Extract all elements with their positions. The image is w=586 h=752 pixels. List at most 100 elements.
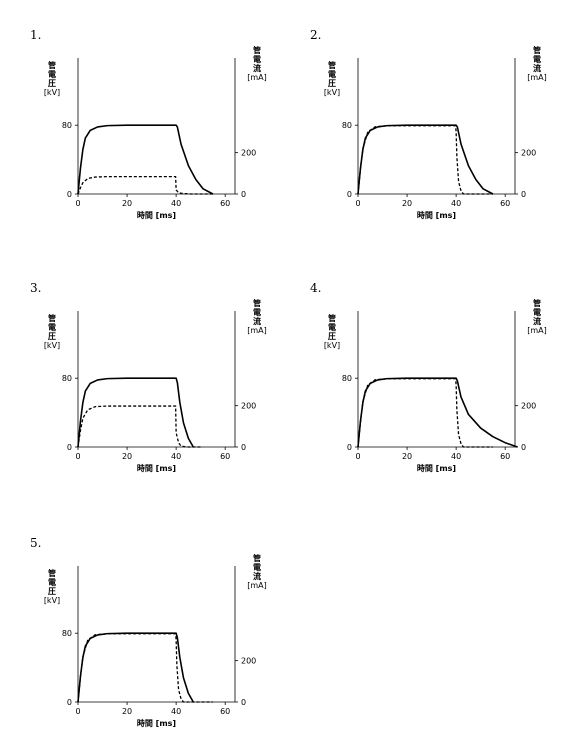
left-axis-label-char: 電 (48, 577, 56, 587)
left-tick-label: 80 (342, 121, 352, 130)
x-tick-label: 60 (500, 199, 510, 208)
x-tick-label: 40 (171, 199, 181, 208)
tube-voltage-line (77, 124, 214, 195)
x-tick-label: 40 (171, 707, 181, 716)
right-tick-label: 0 (241, 443, 246, 452)
tube-current-line (357, 378, 493, 448)
right-axis-label-char: 管 (533, 298, 541, 308)
left-tick-label: 0 (67, 443, 72, 452)
right-axis-label-char: 管 (253, 45, 261, 55)
right-axis-label-char: 流 (533, 63, 541, 73)
x-tick-label: 60 (220, 199, 230, 208)
left-tick-label: 0 (67, 190, 72, 199)
x-tick-label: 0 (355, 452, 360, 461)
right-axis-label-char: 電 (533, 307, 541, 317)
left-tick-label: 0 (67, 698, 72, 707)
left-axis-unit: [kV] (44, 88, 60, 97)
x-tick-label: 40 (451, 452, 461, 461)
x-tick-label: 40 (171, 452, 181, 461)
right-tick-label: 200 (241, 657, 256, 666)
panel-number: 2. (310, 28, 322, 42)
x-tick-label: 20 (402, 452, 412, 461)
right-axis-unit: [mA] (527, 326, 547, 335)
right-axis-label-char: 流 (533, 316, 541, 326)
x-tick-label: 20 (122, 452, 132, 461)
tube-current-line (77, 633, 213, 703)
right-axis-label-char: 流 (253, 316, 261, 326)
x-tick-label: 20 (402, 199, 412, 208)
left-axis-label-char: 圧 (48, 332, 56, 341)
right-axis-label-char: 管 (253, 553, 261, 563)
chart-panel-2: 2. 管電圧 [kV] 管電流 [mA] 0 80 0 200 0 20 40 60 時間 [ms] (310, 28, 566, 230)
tube-voltage-line (77, 632, 194, 703)
tube-voltage-line (357, 124, 494, 195)
left-axis-unit: [kV] (44, 596, 60, 605)
left-axis-label-char: 管 (48, 313, 56, 323)
left-axis-label-char: 圧 (48, 587, 56, 596)
left-tick-label: 80 (62, 121, 72, 130)
chart-panel-5: 5. 管電圧 [kV] 管電流 [mA] 0 80 0 200 0 20 40 60 時間 [ms] (30, 536, 286, 738)
x-axis-label: 時間 [ms] (137, 210, 176, 220)
right-tick-label: 200 (521, 149, 536, 158)
left-tick-label: 80 (62, 629, 72, 638)
right-tick-label: 0 (241, 190, 246, 199)
tube-voltage-line (357, 377, 518, 448)
chart-panel-1: 1. 管電圧 [kV] 管電流 [mA] 0 80 0 200 0 20 40 60 時間 [ms] (30, 28, 286, 230)
x-axis-label: 時間 [ms] (417, 210, 456, 220)
tube-current-line (77, 175, 213, 195)
right-axis-unit: [mA] (247, 326, 267, 335)
right-axis-unit: [mA] (527, 73, 547, 82)
left-axis-unit: [kV] (44, 341, 60, 350)
panel-number: 4. (310, 281, 322, 295)
tube-current-line (77, 405, 201, 448)
right-tick-label: 0 (521, 443, 526, 452)
chart-panel-4: 4. 管電圧 [kV] 管電流 [mA] 0 80 0 200 0 20 40 60 時間 [ms] (310, 281, 566, 483)
x-axis-label: 時間 [ms] (137, 718, 176, 728)
left-axis-label-char: 管 (328, 313, 336, 323)
left-axis-unit: [kV] (324, 88, 340, 97)
x-tick-label: 60 (220, 707, 230, 716)
x-axis-label: 時間 [ms] (137, 463, 176, 473)
left-axis-label-char: 管 (48, 60, 56, 70)
x-tick-label: 60 (500, 452, 510, 461)
left-tick-label: 0 (347, 190, 352, 199)
x-tick-label: 20 (122, 199, 132, 208)
panel-number: 3. (30, 281, 42, 295)
panel-number: 1. (30, 28, 42, 42)
right-axis-unit: [mA] (247, 73, 267, 82)
left-axis-label-char: 電 (48, 322, 56, 332)
chart-panel-3: 3. 管電圧 [kV] 管電流 [mA] 0 80 0 200 0 20 40 60 時間 [ms] (30, 281, 286, 483)
right-axis-label-char: 電 (253, 54, 261, 64)
left-axis-label-char: 圧 (328, 332, 336, 341)
x-tick-label: 60 (220, 452, 230, 461)
right-tick-label: 200 (241, 149, 256, 158)
right-tick-label: 0 (521, 190, 526, 199)
left-axis-label-char: 電 (328, 322, 336, 332)
right-axis-unit: [mA] (247, 581, 267, 590)
left-tick-label: 80 (342, 374, 352, 383)
right-axis-label-char: 電 (533, 54, 541, 64)
right-tick-label: 0 (241, 698, 246, 707)
left-axis-label-char: 電 (48, 69, 56, 79)
right-axis-label-char: 管 (533, 45, 541, 55)
left-tick-label: 80 (62, 374, 72, 383)
x-tick-label: 20 (122, 707, 132, 716)
tube-voltage-line (77, 377, 194, 448)
right-axis-label-char: 流 (253, 571, 261, 581)
right-axis-label-char: 電 (253, 307, 261, 317)
left-axis-label-char: 圧 (48, 79, 56, 88)
left-axis-label-char: 圧 (328, 79, 336, 88)
x-tick-label: 0 (75, 452, 80, 461)
panel-number: 5. (30, 536, 42, 550)
right-axis-label-char: 管 (253, 298, 261, 308)
x-tick-label: 0 (75, 707, 80, 716)
left-axis-label-char: 電 (328, 69, 336, 79)
right-tick-label: 200 (521, 402, 536, 411)
left-axis-label-char: 管 (48, 568, 56, 578)
right-axis-label-char: 電 (253, 562, 261, 572)
